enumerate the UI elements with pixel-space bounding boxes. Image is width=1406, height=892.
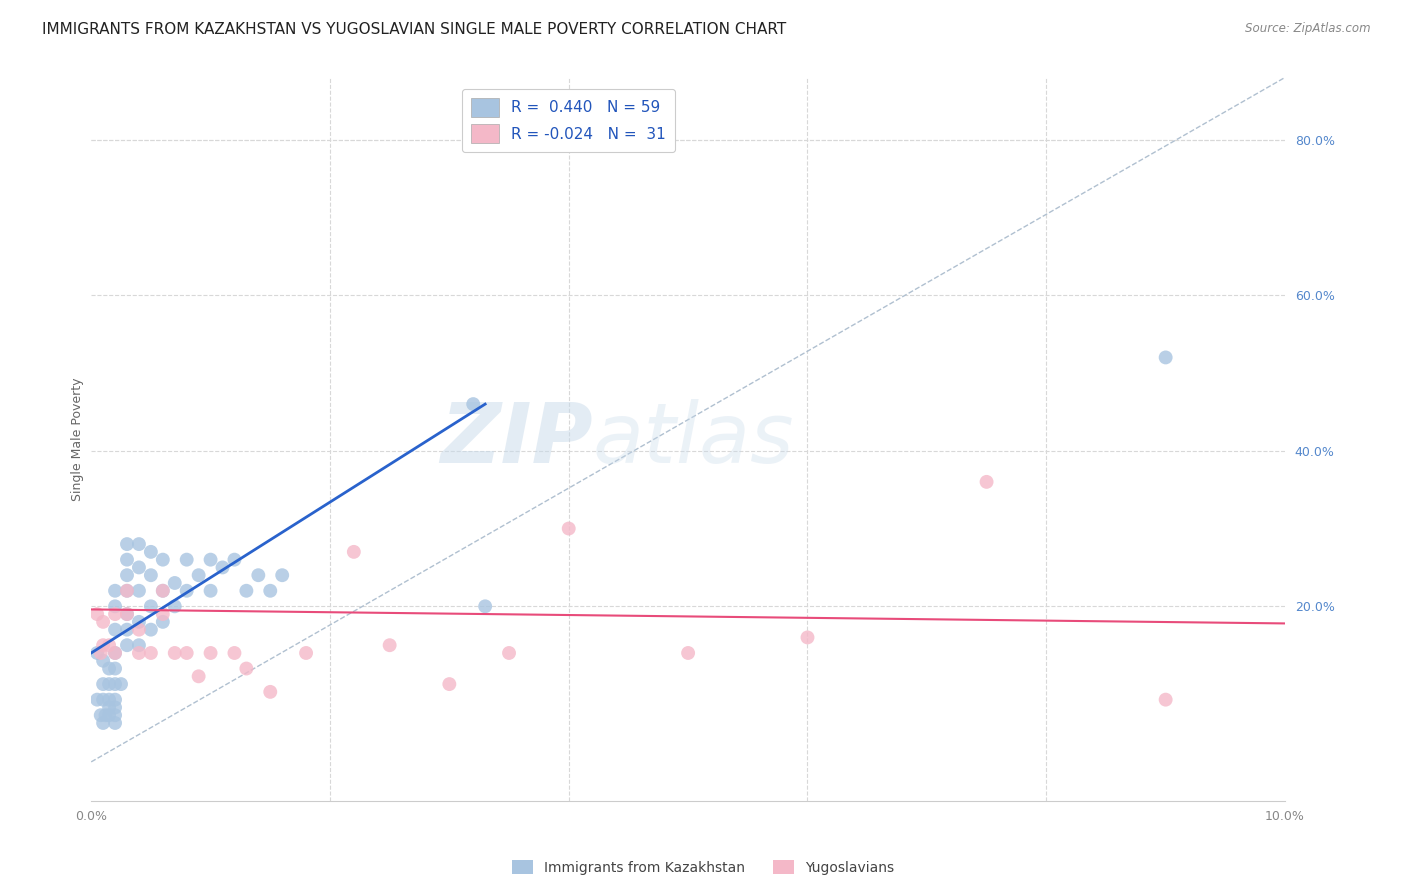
Point: [115, 623, 138, 637]
Point: [115, 552, 138, 566]
Point: [187, 568, 209, 582]
Point: [115, 607, 138, 621]
Point: [224, 552, 246, 566]
Legend: R =  0.440   N = 59, R = -0.024   N =  31: R = 0.440 N = 59, R = -0.024 N = 31: [463, 88, 675, 152]
Point: [474, 599, 496, 614]
Point: [378, 638, 401, 652]
Point: [498, 646, 520, 660]
Point: [104, 646, 127, 660]
Point: [295, 646, 318, 660]
Point: [439, 677, 461, 691]
Point: [259, 685, 281, 699]
Point: [200, 552, 222, 566]
Point: [91, 638, 114, 652]
Point: [676, 646, 699, 660]
Point: [104, 716, 127, 731]
Point: [104, 599, 127, 614]
Point: [90, 708, 112, 723]
Point: [152, 583, 174, 598]
Point: [176, 583, 198, 598]
Point: [1154, 692, 1177, 706]
Point: [104, 623, 127, 637]
Point: [128, 560, 150, 574]
Point: [91, 716, 114, 731]
Point: [128, 623, 150, 637]
Point: [104, 646, 127, 660]
Point: [128, 537, 150, 551]
Point: [104, 708, 127, 723]
Point: [104, 692, 127, 706]
Point: [91, 692, 114, 706]
Point: [139, 545, 162, 559]
Point: [163, 646, 186, 660]
Point: [98, 638, 121, 652]
Point: [139, 623, 162, 637]
Point: [94, 708, 117, 723]
Point: [200, 583, 222, 598]
Text: atlas: atlas: [592, 399, 794, 480]
Point: [139, 646, 162, 660]
Point: [104, 700, 127, 714]
Point: [152, 607, 174, 621]
Point: [91, 677, 114, 691]
Point: [796, 631, 818, 645]
Point: [152, 552, 174, 566]
Point: [463, 397, 485, 411]
Point: [128, 583, 150, 598]
Text: Source: ZipAtlas.com: Source: ZipAtlas.com: [1246, 22, 1371, 36]
Point: [152, 583, 174, 598]
Point: [98, 708, 121, 723]
Text: IMMIGRANTS FROM KAZAKHSTAN VS YUGOSLAVIAN SINGLE MALE POVERTY CORRELATION CHART: IMMIGRANTS FROM KAZAKHSTAN VS YUGOSLAVIA…: [42, 22, 786, 37]
Point: [163, 599, 186, 614]
Point: [91, 654, 114, 668]
Point: [104, 607, 127, 621]
Point: [343, 545, 366, 559]
Point: [115, 607, 138, 621]
Point: [86, 607, 108, 621]
Point: [235, 583, 257, 598]
Point: [98, 700, 121, 714]
Point: [235, 661, 257, 675]
Point: [200, 646, 222, 660]
Point: [110, 677, 132, 691]
Point: [163, 576, 186, 591]
Point: [128, 638, 150, 652]
Y-axis label: Single Male Poverty: Single Male Poverty: [72, 377, 84, 500]
Point: [115, 537, 138, 551]
Point: [104, 677, 127, 691]
Point: [128, 646, 150, 660]
Point: [98, 661, 121, 675]
Point: [259, 583, 281, 598]
Point: [152, 615, 174, 629]
Point: [104, 661, 127, 675]
Point: [86, 692, 108, 706]
Text: ZIP: ZIP: [440, 399, 592, 480]
Point: [187, 669, 209, 683]
Point: [98, 692, 121, 706]
Legend: Immigrants from Kazakhstan, Yugoslavians: Immigrants from Kazakhstan, Yugoslavians: [506, 855, 900, 880]
Point: [91, 615, 114, 629]
Point: [104, 583, 127, 598]
Point: [115, 583, 138, 598]
Point: [115, 568, 138, 582]
Point: [86, 646, 108, 660]
Point: [247, 568, 270, 582]
Point: [115, 583, 138, 598]
Point: [139, 599, 162, 614]
Point: [976, 475, 998, 489]
Point: [98, 677, 121, 691]
Point: [115, 638, 138, 652]
Point: [176, 646, 198, 660]
Point: [557, 522, 579, 536]
Point: [139, 568, 162, 582]
Point: [211, 560, 233, 574]
Point: [1154, 351, 1177, 365]
Point: [224, 646, 246, 660]
Point: [128, 615, 150, 629]
Point: [271, 568, 294, 582]
Point: [90, 646, 112, 660]
Point: [176, 552, 198, 566]
